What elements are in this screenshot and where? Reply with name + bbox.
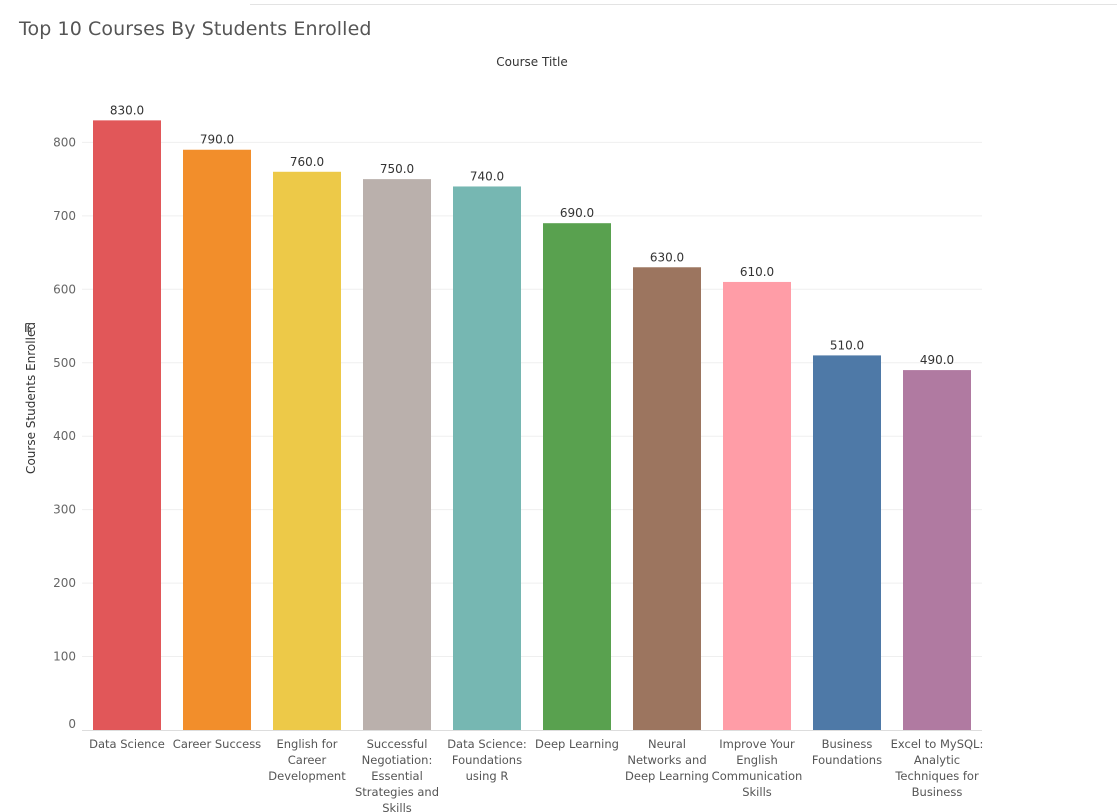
x-tick-label: Career Success: [173, 737, 261, 751]
x-axis-title: Course Title: [496, 55, 567, 69]
bar-value-label: 750.0: [380, 162, 414, 176]
x-tick-label: Improve Your English Communication Skills: [712, 737, 803, 799]
bar-value-label: 690.0: [560, 206, 594, 220]
x-tick-label: Deep Learning: [535, 737, 619, 751]
bar[interactable]: [93, 120, 161, 731]
x-axis-categories: Data Science Career Success English for Car…: [89, 737, 983, 812]
y-tick-label: 300: [53, 503, 76, 517]
x-tick-label: English for Career Development: [268, 737, 346, 783]
bar[interactable]: [273, 171, 341, 730]
bar-value-label: 630.0: [650, 250, 684, 264]
sort-icon[interactable]: [25, 324, 32, 332]
bar-value-label: 790.0: [200, 133, 234, 147]
bar[interactable]: [903, 370, 971, 730]
bar-value-label: 610.0: [740, 265, 774, 279]
bar-value-label: 740.0: [470, 169, 504, 183]
bar[interactable]: [633, 267, 701, 730]
x-tick-label: Data Science: Foundations using R: [447, 737, 527, 783]
y-tick-label: 500: [53, 356, 76, 370]
y-axis: 0 100 200 300 400 500 600 700 800: [53, 135, 76, 731]
y-tick-label: 200: [53, 576, 76, 590]
bar-value-labels: 830.0 790.0 760.0 750.0 740.0 690.0 630.0 610.0…: [110, 103, 954, 367]
x-tick-label: Data Science: [89, 737, 165, 751]
bar[interactable]: [363, 179, 431, 730]
bar[interactable]: [183, 149, 251, 730]
bar-value-label: 510.0: [830, 338, 864, 352]
y-tick-label: 600: [53, 282, 76, 296]
x-tick-label: Business Foundations: [812, 737, 882, 767]
bar[interactable]: [813, 355, 881, 730]
bar-value-label: 490.0: [920, 353, 954, 367]
y-axis-title: Course Students Enrolled: [24, 322, 38, 474]
bars: [93, 120, 971, 731]
top-divider: [250, 4, 1117, 5]
y-tick-label: 700: [53, 209, 76, 223]
x-tick-label: Neural Networks and Deep Learning: [625, 737, 709, 783]
x-tick-label: Successful Negotiation: Essential Strategie…: [355, 737, 439, 812]
y-tick-label: 400: [53, 429, 76, 443]
y-tick-label: 0: [68, 717, 76, 731]
x-tick-label: Excel to MySQL: Analytic Techniques for Bus…: [891, 737, 984, 799]
bar[interactable]: [543, 223, 611, 730]
chart-title: Top 10 Courses By Students Enrolled: [19, 18, 372, 40]
bar[interactable]: [723, 281, 791, 730]
bar-value-label: 760.0: [290, 155, 324, 169]
y-tick-label: 100: [53, 650, 76, 664]
bar[interactable]: [453, 186, 521, 731]
y-tick-label: 800: [53, 135, 76, 149]
bar-value-label: 830.0: [110, 103, 144, 117]
